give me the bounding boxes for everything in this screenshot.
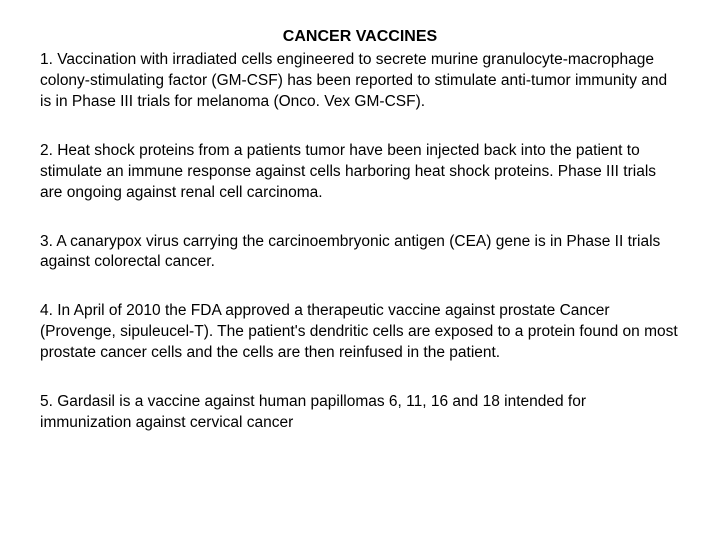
list-item: 3. A canarypox virus carrying the carcin… — [40, 232, 680, 274]
list-item: 5. Gardasil is a vaccine against human p… — [40, 392, 680, 434]
page-title: CANCER VACCINES — [40, 28, 680, 46]
list-item: 4. In April of 2010 the FDA approved a t… — [40, 301, 680, 364]
list-item: 1. Vaccination with irradiated cells eng… — [40, 50, 680, 113]
list-item: 2. Heat shock proteins from a patients t… — [40, 141, 680, 204]
